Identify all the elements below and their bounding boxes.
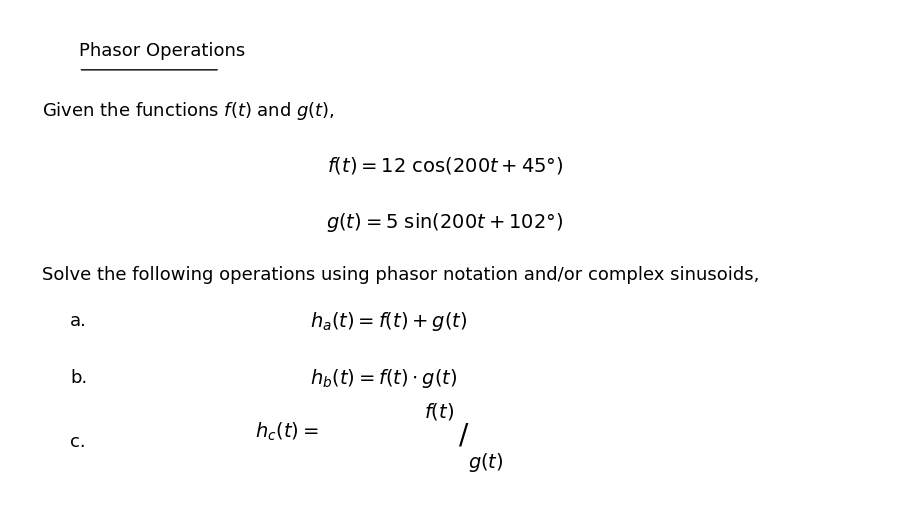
Text: c.: c. — [70, 433, 86, 451]
Text: $g(t)$: $g(t)$ — [468, 451, 503, 474]
Text: /: / — [459, 421, 468, 450]
Text: $h_c(t) =$: $h_c(t) =$ — [255, 421, 318, 443]
Text: $h_b(t) = f(t) \cdot g(t)$: $h_b(t) = f(t) \cdot g(t)$ — [309, 367, 457, 390]
Text: Given the functions $f(t)$ and $g(t)$,: Given the functions $f(t)$ and $g(t)$, — [42, 100, 335, 122]
Text: Phasor Operations: Phasor Operations — [78, 42, 244, 60]
Text: $f(t)$: $f(t)$ — [423, 401, 454, 422]
Text: a.: a. — [70, 312, 87, 330]
Text: b.: b. — [70, 369, 87, 387]
Text: $f(t) = 12\ \mathrm{cos}(200t + 45°)$: $f(t) = 12\ \mathrm{cos}(200t + 45°)$ — [327, 156, 563, 176]
Text: $g(t) = 5\ \mathrm{sin}(200t + 102°)$: $g(t) = 5\ \mathrm{sin}(200t + 102°)$ — [326, 211, 563, 234]
Text: $h_a(t) = f(t) + g(t)$: $h_a(t) = f(t) + g(t)$ — [309, 310, 467, 333]
Text: Solve the following operations using phasor notation and/or complex sinusoids,: Solve the following operations using pha… — [42, 266, 759, 284]
